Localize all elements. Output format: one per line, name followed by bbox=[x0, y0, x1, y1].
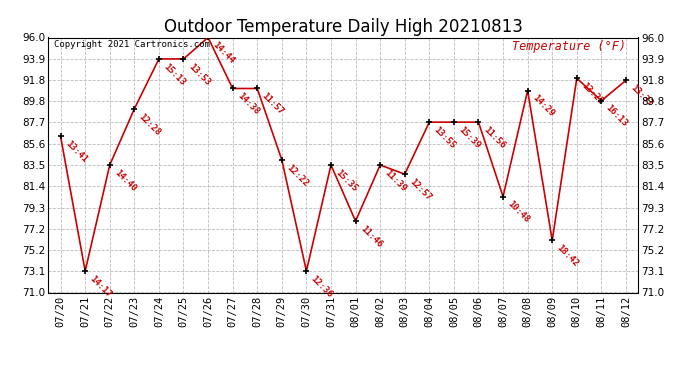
Text: 11:39: 11:39 bbox=[383, 168, 408, 193]
Text: 12:36: 12:36 bbox=[309, 274, 335, 299]
Text: 16:13: 16:13 bbox=[604, 104, 629, 129]
Text: 15:35: 15:35 bbox=[334, 168, 359, 193]
Text: 12:22: 12:22 bbox=[284, 163, 310, 188]
Text: 11:56: 11:56 bbox=[481, 125, 506, 150]
Text: 14:40: 14:40 bbox=[112, 168, 138, 193]
Text: 10:48: 10:48 bbox=[506, 200, 531, 225]
Text: Copyright 2021 Cartronics.com: Copyright 2021 Cartronics.com bbox=[55, 40, 210, 49]
Text: 15:13: 15:13 bbox=[161, 62, 187, 87]
Text: Temperature (°F): Temperature (°F) bbox=[513, 40, 627, 53]
Title: Outdoor Temperature Daily High 20210813: Outdoor Temperature Daily High 20210813 bbox=[164, 18, 523, 36]
Text: 18:42: 18:42 bbox=[555, 243, 580, 268]
Text: 13:53: 13:53 bbox=[186, 62, 212, 87]
Text: 14:38: 14:38 bbox=[235, 91, 261, 117]
Text: 13:41: 13:41 bbox=[63, 139, 89, 165]
Text: 11:46: 11:46 bbox=[358, 224, 384, 249]
Text: 13:37: 13:37 bbox=[629, 83, 654, 108]
Text: 12:28: 12:28 bbox=[137, 112, 162, 137]
Text: 13:25: 13:25 bbox=[580, 81, 605, 106]
Text: 12:57: 12:57 bbox=[408, 177, 433, 203]
Text: 14:17: 14:17 bbox=[88, 274, 113, 299]
Text: 11:57: 11:57 bbox=[260, 91, 286, 117]
Text: 14:44: 14:44 bbox=[211, 40, 236, 66]
Text: 13:55: 13:55 bbox=[432, 125, 457, 150]
Text: 15:39: 15:39 bbox=[457, 125, 482, 150]
Text: 14:29: 14:29 bbox=[531, 93, 555, 118]
